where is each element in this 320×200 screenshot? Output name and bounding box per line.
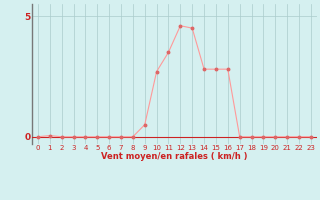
X-axis label: Vent moyen/en rafales ( km/h ): Vent moyen/en rafales ( km/h ) (101, 152, 248, 161)
